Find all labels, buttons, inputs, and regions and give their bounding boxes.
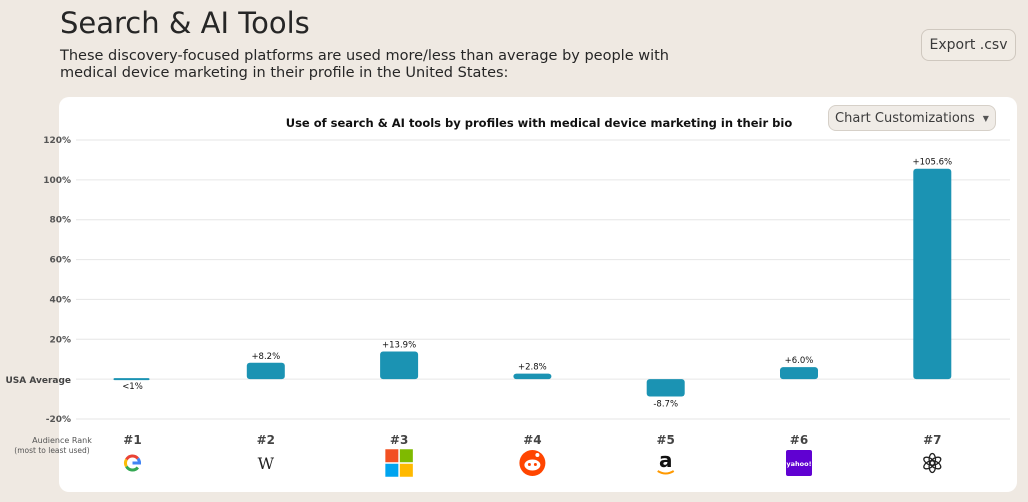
openai-icon (923, 452, 942, 474)
microsoft-icon-square (399, 463, 413, 477)
x-tick-label: #2 (257, 433, 275, 447)
microsoft-icon-square (385, 463, 399, 477)
caret-down-icon: ▼ (982, 113, 989, 123)
baseline-label: USA Average (5, 376, 71, 386)
chart-card (59, 97, 1017, 492)
y-tick-label: 100% (43, 176, 71, 186)
x-tick-label: #7 (923, 433, 941, 447)
bar (380, 351, 419, 380)
y-tick-label: 80% (49, 216, 71, 226)
export-csv-button[interactable]: Export .csv (921, 29, 1016, 61)
y-tick-label: 60% (49, 256, 71, 266)
data-label: -8.7% (653, 399, 678, 409)
data-label: +105.6% (913, 158, 953, 168)
x-tick-label: #5 (656, 433, 674, 447)
wikipedia-icon: W (258, 454, 275, 473)
yahoo-icon-text: yahoo! (786, 460, 811, 468)
rank-axis-sublabel: (most to least used) (14, 446, 90, 455)
y-tick-label: 120% (43, 136, 71, 146)
reddit-icon-eye (527, 463, 531, 466)
chart-title: Use of search & AI tools by profiles wit… (286, 116, 793, 130)
chart-customizations-label: Chart Customizations (835, 110, 975, 126)
microsoft-icon-square (399, 449, 413, 463)
x-tick-label: #1 (123, 433, 141, 447)
y-tick-label: 20% (49, 335, 71, 345)
x-tick-label: #4 (523, 433, 541, 447)
x-tick-label: #3 (390, 433, 408, 447)
amazon-icon-smile (657, 470, 675, 475)
rank-axis-label: Audience Rank (32, 436, 92, 445)
page-title: Search & AI Tools (60, 6, 310, 40)
chart-customizations-button[interactable]: Chart Customizations ▼ (828, 105, 996, 131)
data-label: +6.0% (785, 356, 814, 366)
amazon-icon: a (659, 448, 673, 472)
reddit-icon-antenna (535, 453, 540, 457)
data-label: +13.9% (382, 340, 416, 350)
x-tick-label: #6 (790, 433, 808, 447)
data-label: +2.8% (518, 363, 547, 373)
bar (780, 367, 818, 380)
bar (513, 373, 552, 380)
yahoo-icon (786, 450, 812, 476)
bar (913, 168, 952, 380)
reddit-icon-eye (533, 463, 537, 466)
bar (246, 362, 285, 380)
bar (646, 379, 685, 397)
y-tick-label: 40% (49, 295, 71, 305)
data-label: <1% (122, 382, 143, 392)
microsoft-icon-square (385, 449, 399, 463)
page-subtitle: These discovery-focused platforms are us… (60, 48, 669, 81)
google-icon (124, 454, 141, 472)
reddit-icon-face (524, 459, 541, 471)
data-label: +8.2% (251, 352, 280, 362)
bar (113, 378, 150, 381)
y-tick-label: -20% (46, 415, 71, 425)
